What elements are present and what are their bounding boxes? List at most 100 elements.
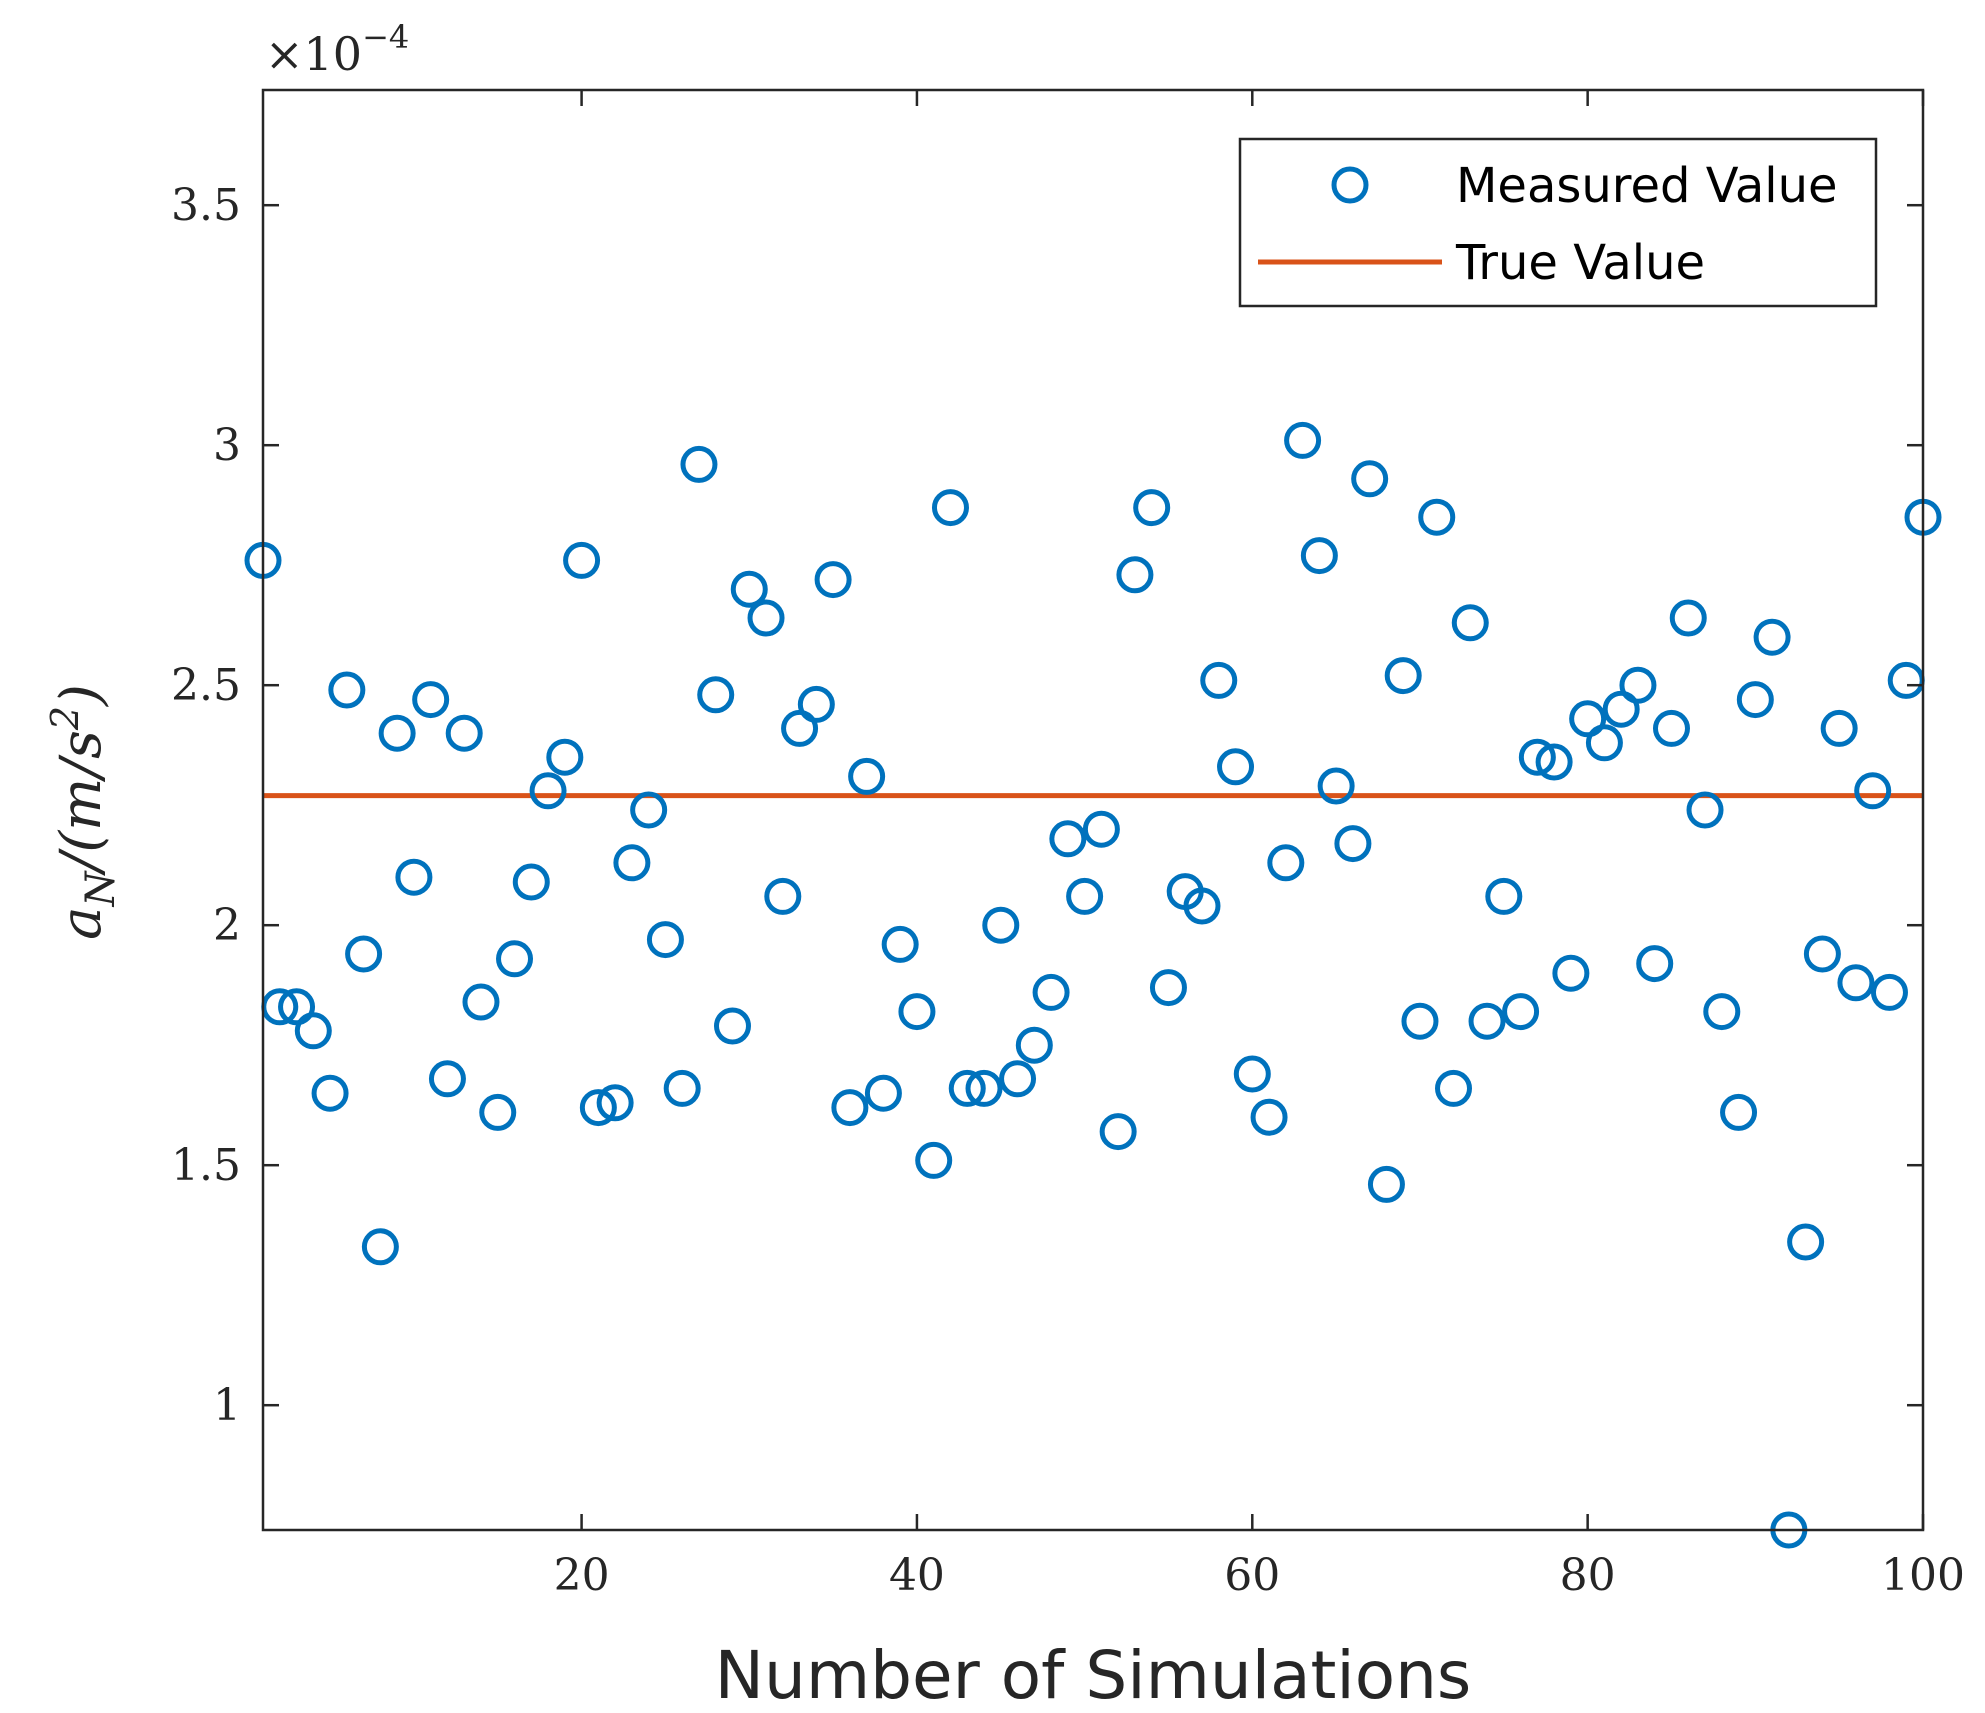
legend-box	[1238, 137, 1878, 308]
data-point	[1552, 954, 1590, 992]
plot-background	[263, 90, 1923, 1530]
data-point	[546, 738, 584, 776]
data-point	[1602, 690, 1640, 728]
data-point	[1149, 969, 1187, 1007]
data-point	[1250, 1098, 1288, 1136]
data-point	[1837, 964, 1875, 1002]
y-tick-label: 1	[213, 1380, 241, 1431]
data-point	[563, 541, 601, 579]
data-point	[278, 988, 316, 1026]
data-point	[797, 685, 835, 723]
data-point	[1367, 1165, 1405, 1203]
data-point	[1082, 810, 1120, 848]
data-point	[965, 1069, 1003, 1107]
data-point	[1401, 1002, 1439, 1040]
data-point	[1585, 724, 1623, 762]
data-point	[1015, 1026, 1053, 1064]
data-point	[898, 993, 936, 1031]
data-point	[814, 561, 852, 599]
data-point	[1418, 498, 1456, 536]
data-point	[999, 1060, 1037, 1098]
data-point	[412, 681, 450, 719]
x-tick-label: 100	[1881, 1550, 1965, 1601]
data-point	[311, 1074, 349, 1112]
legend-label-true: True Value	[1455, 235, 1705, 291]
data-point	[294, 1012, 332, 1050]
data-point	[1468, 1002, 1506, 1040]
y-tick-label: 1.5	[171, 1140, 241, 1191]
data-point	[663, 1069, 701, 1107]
data-point	[1133, 489, 1171, 527]
data-point	[1284, 421, 1322, 459]
data-point	[1183, 887, 1221, 925]
data-point	[948, 1069, 986, 1107]
x-tick-label: 80	[1560, 1550, 1616, 1601]
data-point	[1233, 1055, 1271, 1093]
y-exponent-label: ×10−4	[265, 18, 409, 81]
data-point	[1619, 666, 1657, 704]
data-point	[613, 844, 651, 882]
data-point	[982, 906, 1020, 944]
data-point	[1451, 604, 1489, 642]
data-point	[428, 1060, 466, 1098]
data-point	[1787, 1223, 1825, 1261]
data-point	[1820, 709, 1858, 747]
y-tick-label: 3.5	[171, 180, 241, 231]
data-point	[395, 858, 433, 896]
data-point	[1854, 772, 1892, 810]
data-point	[1200, 661, 1238, 699]
data-point	[1300, 537, 1338, 575]
data-point	[529, 772, 567, 810]
series-layer	[244, 421, 1942, 1549]
data-point	[1636, 945, 1674, 983]
data-point	[1803, 935, 1841, 973]
data-point	[697, 676, 735, 714]
data-point	[730, 570, 768, 608]
data-point	[479, 1093, 517, 1131]
data-point	[915, 1141, 953, 1179]
data-point	[713, 1007, 751, 1045]
legend: Measured Value True Value	[1238, 137, 1878, 308]
data-point	[1569, 700, 1607, 738]
data-point	[1099, 1113, 1137, 1151]
x-tick-label: 60	[1224, 1550, 1280, 1601]
data-point	[462, 983, 500, 1021]
data-point	[781, 709, 819, 747]
data-point	[831, 1089, 869, 1127]
data-point	[1686, 791, 1724, 829]
data-point	[1652, 709, 1690, 747]
data-point	[445, 714, 483, 752]
data-point	[747, 599, 785, 637]
data-point	[1518, 738, 1556, 776]
data-point	[496, 940, 534, 978]
data-point	[1066, 877, 1104, 915]
y-tick-label: 3	[213, 420, 241, 471]
x-tick-label: 20	[554, 1550, 610, 1601]
data-point	[630, 791, 668, 829]
data-point	[864, 1074, 902, 1112]
data-point	[646, 921, 684, 959]
y-tick-label: 2.5	[171, 660, 241, 711]
data-point	[596, 1084, 634, 1122]
data-point	[1535, 743, 1573, 781]
data-point	[1485, 877, 1523, 915]
data-point	[1435, 1069, 1473, 1107]
data-point	[1502, 993, 1540, 1031]
x-tick-label: 40	[889, 1550, 945, 1601]
legend-marker-measured	[1331, 166, 1369, 204]
data-point	[1703, 993, 1741, 1031]
data-point	[1870, 973, 1908, 1011]
data-point	[848, 757, 886, 795]
data-point	[680, 445, 718, 483]
x-axis-label: Number of Simulations	[715, 1637, 1472, 1713]
data-point	[1217, 748, 1255, 786]
data-point	[1753, 618, 1791, 656]
legend-label-measured: Measured Value	[1456, 158, 1838, 214]
axes-box	[261, 88, 1925, 1532]
data-point	[1384, 657, 1422, 695]
data-point	[931, 489, 969, 527]
data-point	[1267, 844, 1305, 882]
data-point	[881, 925, 919, 963]
data-point	[345, 935, 383, 973]
y-tick-label: 2	[213, 900, 241, 951]
